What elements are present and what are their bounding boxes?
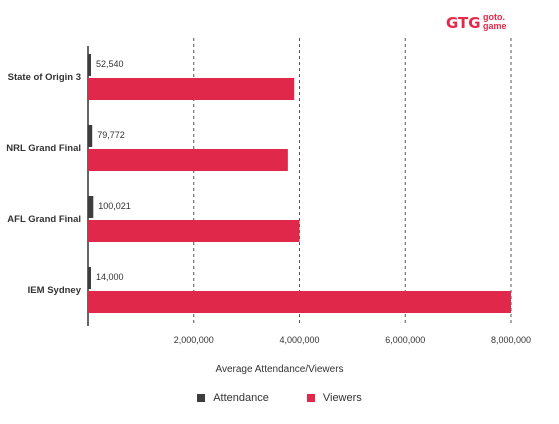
attendance-label-1: 79,772: [97, 130, 125, 140]
logo-text-line2: game: [483, 21, 507, 31]
attendance-bar-1: [88, 125, 93, 147]
viewers-bar-0: [88, 78, 295, 100]
attendance-label-3: 14,000: [96, 272, 124, 282]
category-label-1: NRL Grand Final: [6, 143, 81, 154]
x-tick-label-0: 2,000,000: [174, 335, 214, 345]
legend-item-attendance: Attendance: [197, 392, 269, 404]
x-axis-title: Average Attendance/Viewers: [215, 364, 344, 375]
logo-mark-icon: GTG: [446, 14, 480, 32]
legend-label-attendance: Attendance: [213, 392, 269, 404]
attendance-bar-2: [88, 196, 94, 218]
attendance-bar-3: [88, 267, 91, 289]
viewers-bar-2: [88, 220, 300, 242]
attendance-bar-0: [88, 54, 91, 76]
legend-item-viewers: Viewers: [306, 392, 362, 404]
legend: Attendance Viewers: [0, 392, 559, 404]
x-tick-label-3: 8,000,000: [491, 335, 531, 345]
attendance-label-0: 52,540: [96, 59, 124, 69]
category-label-3: IEM Sydney: [28, 285, 82, 296]
legend-swatch-attendance: [197, 394, 206, 402]
legend-label-viewers: Viewers: [322, 392, 362, 404]
viewers-bar-1: [88, 149, 288, 171]
logo-text-line1: goto.: [483, 12, 505, 22]
legend-swatch-viewers: [306, 394, 315, 402]
bar-chart: 2,000,000 4,000,000 6,000,000 8,000,000 Stat…: [6, 38, 531, 345]
category-label-2: AFL Grand Final: [7, 214, 81, 225]
x-tick-label-1: 4,000,000: [279, 335, 319, 345]
category-label-0: State of Origin 3: [8, 72, 81, 83]
x-tick-label-2: 6,000,000: [385, 335, 425, 345]
gotogame-logo: GTG goto. game: [446, 12, 507, 33]
attendance-label-2: 100,021: [98, 201, 131, 211]
viewers-bar-3: [88, 291, 511, 313]
logo-mark: GTG: [446, 14, 480, 32]
